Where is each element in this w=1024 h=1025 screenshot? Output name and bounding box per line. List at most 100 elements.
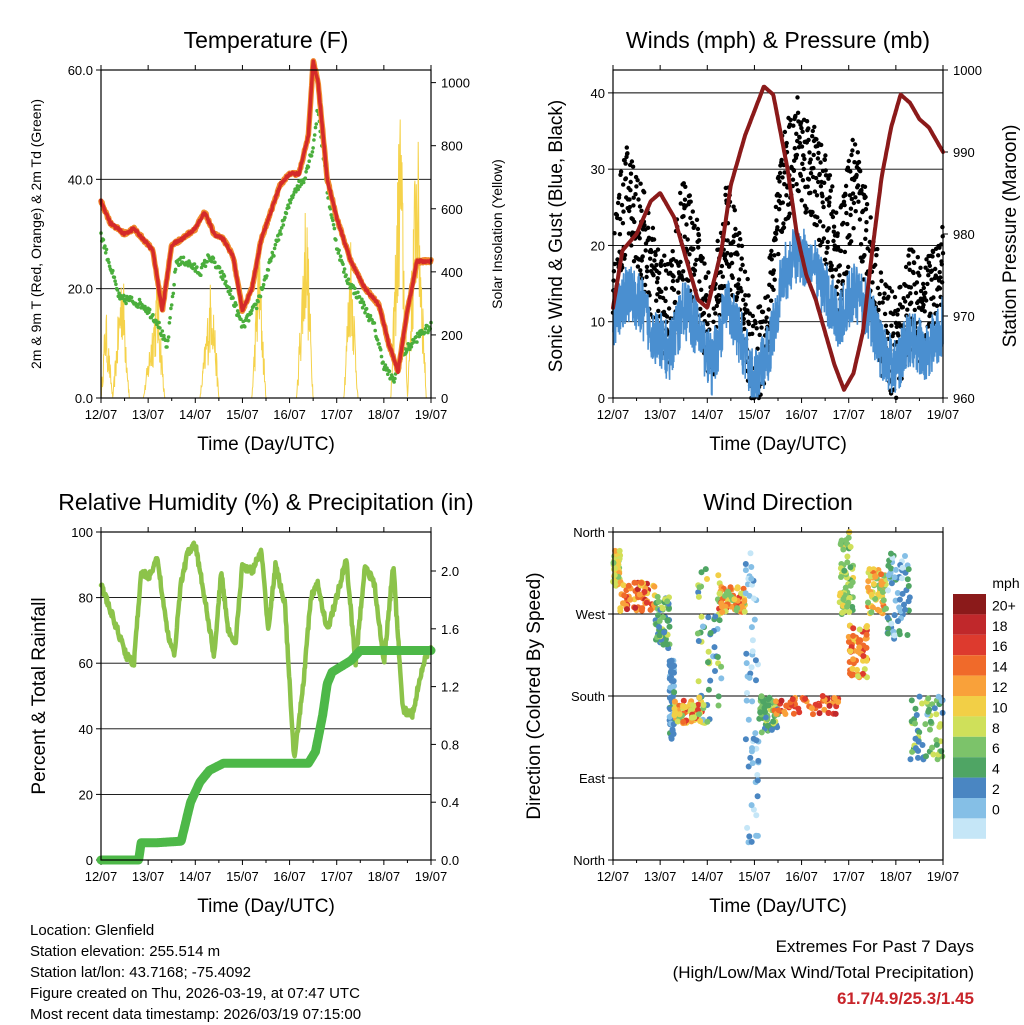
dewpoint-point bbox=[246, 319, 251, 323]
dewpoint-point bbox=[113, 279, 117, 283]
gust-point bbox=[833, 267, 839, 272]
gust-point bbox=[750, 313, 755, 319]
legend-label: 12 bbox=[992, 679, 1008, 695]
direction-point bbox=[722, 603, 729, 610]
gust-point bbox=[842, 249, 848, 255]
gust-point bbox=[780, 175, 785, 180]
dewpoint-point bbox=[112, 275, 117, 280]
dewpoint-point bbox=[312, 133, 317, 137]
extremes-subheading: (High/Low/Max Wind/Total Precipitation) bbox=[672, 963, 974, 982]
direction-point bbox=[758, 729, 765, 736]
gust-point bbox=[883, 323, 889, 328]
direction-point bbox=[752, 730, 759, 737]
dewpoint-point bbox=[310, 150, 315, 154]
gust-point bbox=[889, 323, 894, 328]
gust-point bbox=[627, 208, 632, 214]
gust-point bbox=[725, 250, 730, 256]
gust-point bbox=[700, 255, 705, 261]
direction-point bbox=[695, 589, 702, 596]
gust-point bbox=[690, 209, 695, 214]
direction-point bbox=[699, 623, 706, 630]
gust-point bbox=[681, 214, 686, 219]
legend-label: 8 bbox=[992, 720, 1000, 736]
gust-point bbox=[617, 232, 623, 237]
direction-point bbox=[912, 720, 918, 727]
gust-point bbox=[659, 289, 664, 294]
gust-point bbox=[779, 229, 785, 234]
dewpoint-point bbox=[268, 259, 273, 263]
direction-point bbox=[931, 705, 938, 712]
gust-point bbox=[694, 257, 699, 263]
direction-point bbox=[937, 721, 944, 728]
x-tick-label-winds: 13/07 bbox=[644, 407, 677, 422]
gust-point bbox=[655, 247, 661, 252]
gust-point bbox=[628, 171, 634, 176]
direction-point bbox=[680, 703, 687, 710]
gust-point bbox=[768, 252, 773, 258]
gust-point bbox=[818, 243, 823, 248]
gust-point bbox=[643, 248, 648, 253]
direction-point bbox=[660, 614, 666, 620]
direction-point bbox=[902, 553, 908, 559]
gust-point bbox=[795, 95, 800, 100]
gust-point bbox=[626, 231, 632, 236]
direction-point bbox=[666, 623, 673, 630]
direction-point bbox=[795, 705, 802, 712]
dewpoint-point bbox=[167, 321, 172, 325]
dewpoint-point bbox=[254, 302, 258, 307]
gust-point bbox=[803, 210, 809, 215]
gust-point bbox=[918, 288, 924, 294]
x-tick-label-temperature: 17/07 bbox=[320, 407, 353, 422]
dewpoint-point bbox=[414, 335, 418, 339]
direction-point bbox=[695, 701, 702, 708]
direction-point bbox=[688, 714, 695, 721]
direction-point bbox=[870, 604, 876, 611]
dewpoint-point bbox=[272, 246, 277, 251]
direction-point bbox=[922, 721, 929, 728]
gust-point bbox=[776, 251, 781, 257]
gust-point bbox=[729, 252, 734, 257]
legend-swatch bbox=[953, 798, 986, 819]
gust-point bbox=[691, 246, 696, 251]
series-total-rainfall bbox=[96, 646, 436, 865]
gust-point bbox=[643, 241, 649, 246]
gust-point bbox=[827, 173, 833, 178]
direction-point bbox=[745, 763, 752, 770]
dewpoint-point bbox=[172, 282, 176, 287]
direction-point bbox=[891, 612, 898, 619]
direction-point bbox=[656, 632, 663, 639]
gust-point bbox=[814, 137, 819, 142]
gust-point bbox=[844, 210, 849, 216]
direction-point bbox=[655, 598, 662, 605]
gust-point bbox=[772, 277, 777, 282]
direction-point bbox=[860, 653, 867, 659]
gust-point bbox=[678, 201, 683, 206]
dewpoint-point bbox=[103, 251, 108, 255]
direction-point bbox=[925, 708, 932, 715]
gust-point bbox=[841, 220, 846, 226]
direction-point bbox=[832, 710, 839, 717]
direction-point bbox=[854, 666, 860, 673]
direction-point bbox=[636, 591, 643, 598]
gust-point bbox=[740, 262, 745, 268]
direction-point bbox=[748, 624, 755, 631]
direction-point bbox=[866, 566, 873, 573]
dewpoint-point bbox=[276, 238, 281, 242]
gust-point bbox=[777, 179, 782, 184]
gust-point bbox=[693, 262, 698, 267]
dewpoint-point bbox=[222, 274, 227, 278]
direction-point bbox=[913, 712, 920, 718]
gust-point bbox=[834, 210, 839, 215]
direction-point bbox=[638, 607, 645, 614]
gust-point bbox=[875, 246, 880, 252]
direction-point bbox=[885, 630, 892, 637]
gust-point bbox=[818, 184, 824, 189]
recent-data-timestamp: Most recent data timestamp: 2026/03/19 0… bbox=[30, 1006, 362, 1023]
direction-point bbox=[660, 641, 667, 648]
y-axis-label-humidity: Percent & Total Rainfall bbox=[29, 597, 50, 794]
series-dewpoint bbox=[99, 108, 433, 384]
dewpoint-point bbox=[362, 303, 367, 307]
gust-point bbox=[813, 175, 819, 181]
gust-point bbox=[931, 295, 936, 300]
direction-point bbox=[753, 677, 759, 684]
